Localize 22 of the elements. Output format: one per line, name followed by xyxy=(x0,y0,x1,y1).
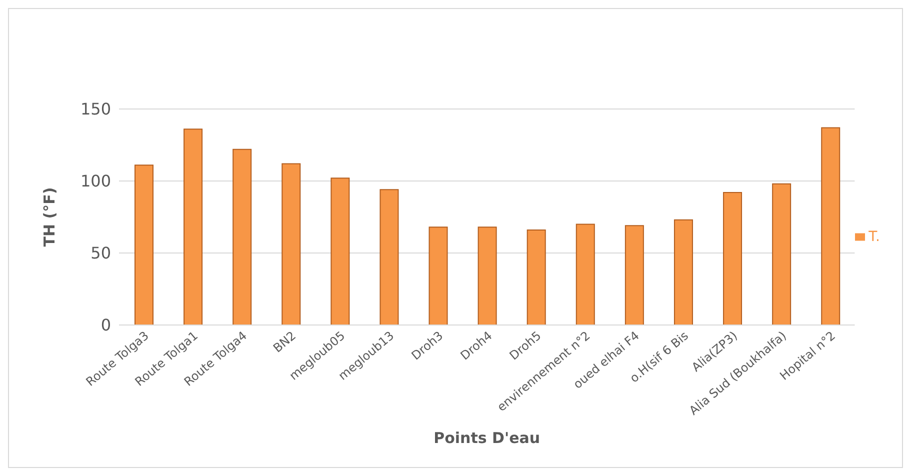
bar xyxy=(232,148,252,325)
bar xyxy=(526,229,546,325)
bar xyxy=(282,163,301,325)
bar xyxy=(184,128,203,325)
bar xyxy=(576,224,595,325)
bar xyxy=(428,226,448,325)
bar xyxy=(674,219,693,325)
bar xyxy=(772,183,792,325)
y-axis-title: TH (°F) xyxy=(40,187,58,247)
y-tick-label: 100 xyxy=(80,172,111,191)
bar xyxy=(134,164,154,325)
bar xyxy=(330,178,350,325)
bar xyxy=(380,189,399,325)
y-tick-label: 150 xyxy=(80,100,111,119)
y-tick-label: 0 xyxy=(100,316,111,335)
bar xyxy=(723,192,742,325)
bar xyxy=(478,226,497,325)
bar xyxy=(821,127,840,325)
y-tick-label: 50 xyxy=(90,244,111,263)
legend-label: T. xyxy=(868,229,880,245)
bar xyxy=(624,225,644,325)
x-axis-title: Points D'eau xyxy=(434,429,540,447)
